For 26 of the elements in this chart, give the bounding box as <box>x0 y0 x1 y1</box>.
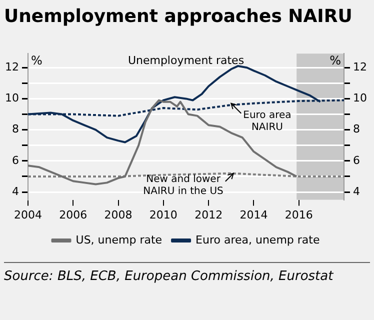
annotation: New and lower NAIRU in the US <box>143 174 224 197</box>
legend-label: US, unemp rate <box>76 233 162 246</box>
y-tick-label: 12 <box>4 60 19 74</box>
y-tick-label: 6 <box>12 154 19 167</box>
chart-title: Unemployment approaches NAIRU <box>4 6 352 27</box>
x-tick-label: 2014 <box>240 208 268 222</box>
x-tick-label: 2012 <box>194 208 223 222</box>
y2-axis-title: % <box>330 54 342 68</box>
y-axis-title: % <box>30 54 42 68</box>
y-tick-label: 8 <box>12 122 19 136</box>
annotation: Unemployment rates <box>128 54 244 67</box>
y2-tick-label: 4 <box>353 184 360 198</box>
x-tick-label: 2006 <box>59 208 88 222</box>
source-note: Source: BLS, ECB, European Commission, Eurostat <box>4 262 370 287</box>
x-tick-label: 2004 <box>14 208 42 222</box>
x-tick-label: 2016 <box>284 208 313 222</box>
y2-tick-label: 6 <box>353 154 360 167</box>
y-tick-label: 4 <box>12 184 19 198</box>
x-tick-label: 2010 <box>149 208 178 222</box>
x-tick-label: 2008 <box>104 208 132 222</box>
y-tick-label: 10 <box>4 92 19 105</box>
y2-tick-label: 12 <box>353 60 368 74</box>
y2-tick-label: 10 <box>353 92 368 105</box>
legend-label: Euro area, unemp rate <box>196 233 320 246</box>
annotation: Euro area NAIRU <box>243 110 292 133</box>
y2-tick-label: 8 <box>353 122 360 136</box>
